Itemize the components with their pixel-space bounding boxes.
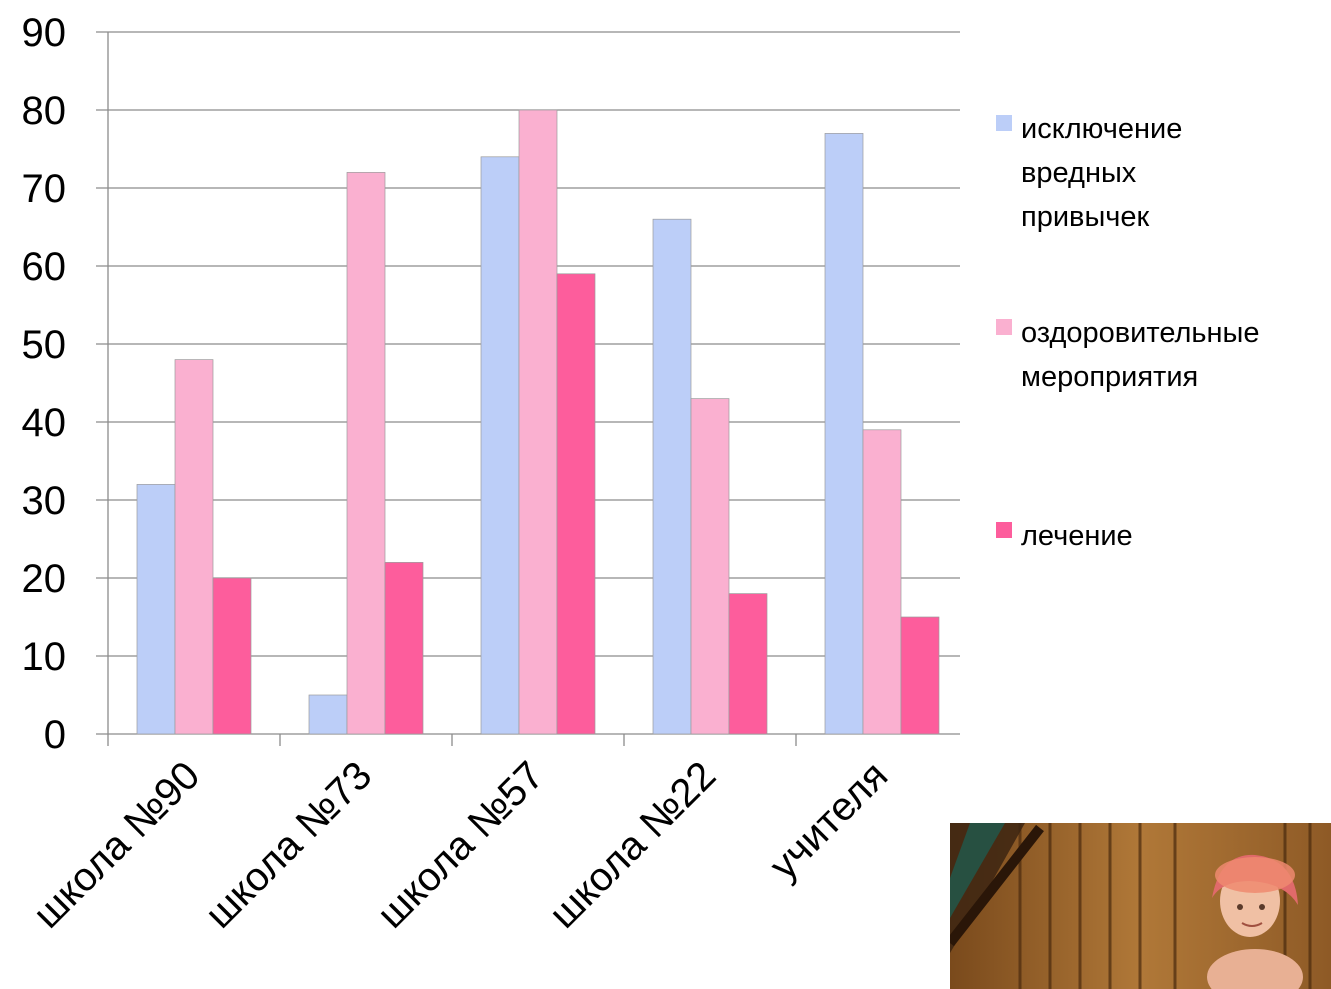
y-tick-label: 50 bbox=[22, 323, 67, 367]
legend-swatch-treatment bbox=[996, 522, 1012, 538]
bar bbox=[212, 577, 252, 735]
y-tick-label: 30 bbox=[22, 479, 67, 523]
bar bbox=[556, 273, 596, 735]
legend-item-harmful-habits: исключение вредных привычек bbox=[996, 107, 1182, 239]
y-tick-label: 60 bbox=[22, 245, 67, 289]
bar bbox=[384, 562, 424, 735]
child-in-sauna-photo bbox=[950, 823, 1331, 989]
bar bbox=[136, 484, 176, 735]
x-tick-label: школа №73 bbox=[197, 753, 381, 937]
y-tick-label: 20 bbox=[22, 557, 67, 601]
y-tick-label: 80 bbox=[22, 89, 67, 133]
x-tick-label: школа №90 bbox=[25, 753, 209, 937]
legend-swatch-health-activities bbox=[996, 319, 1012, 335]
bar bbox=[824, 133, 864, 735]
legend-label-harmful-habits: исключение вредных привычек bbox=[1021, 107, 1182, 239]
y-tick-label: 10 bbox=[22, 635, 67, 679]
bar bbox=[480, 156, 520, 735]
legend-label-line: оздоровительные bbox=[1021, 317, 1260, 349]
legend-swatch-harmful-habits bbox=[996, 115, 1012, 131]
legend-label-treatment: лечение bbox=[1021, 514, 1133, 558]
x-tick-label: школа №22 bbox=[541, 753, 725, 937]
legend-item-treatment: лечение bbox=[996, 514, 1133, 558]
legend-label-health-activities: оздоровительные мероприятия bbox=[1021, 311, 1260, 399]
legend-label-line: лечение bbox=[1021, 520, 1133, 552]
bar bbox=[518, 109, 558, 735]
bar bbox=[308, 694, 348, 735]
y-tick-label: 40 bbox=[22, 401, 67, 445]
legend-label-line: привычек bbox=[1021, 201, 1150, 233]
legend-label-line: вредных bbox=[1021, 157, 1137, 189]
legend-label-line: мероприятия bbox=[1021, 361, 1199, 393]
bar bbox=[862, 429, 902, 735]
legend-label-line: исключение bbox=[1021, 113, 1183, 145]
bar bbox=[174, 359, 214, 735]
bar bbox=[728, 593, 768, 735]
y-tick-label: 90 bbox=[22, 11, 67, 55]
y-tick-label: 0 bbox=[44, 713, 66, 757]
x-tick-label: школа №57 bbox=[369, 753, 553, 937]
bar bbox=[346, 172, 386, 735]
y-tick-label: 70 bbox=[22, 167, 67, 211]
x-tick-label: учителя bbox=[761, 753, 896, 888]
bar bbox=[900, 616, 940, 735]
legend-item-health-activities: оздоровительные мероприятия bbox=[996, 311, 1260, 399]
bar bbox=[652, 218, 692, 735]
bar bbox=[690, 398, 730, 735]
